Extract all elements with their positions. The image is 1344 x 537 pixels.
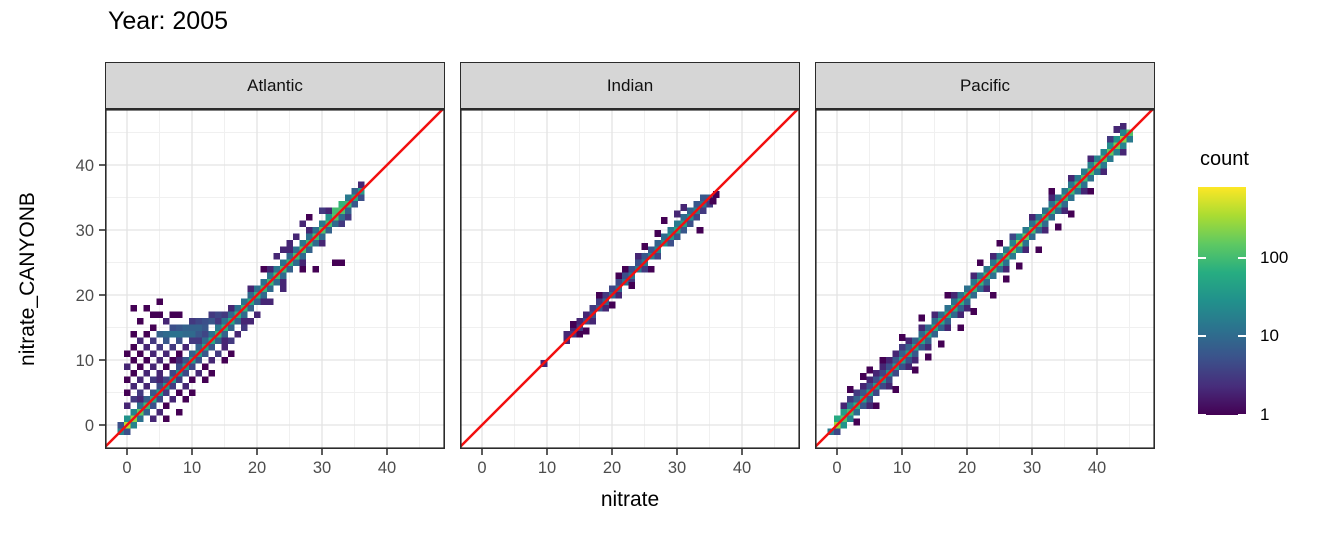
svg-text:10: 10 [893, 459, 911, 477]
facet-strip-label: Pacific [959, 75, 1011, 95]
svg-text:20: 20 [248, 459, 266, 477]
legend-tick-mark [1238, 256, 1246, 259]
legend-title: count [1200, 148, 1249, 170]
facet-atlantic: Atlantic 0 10 20 30 40 [105, 62, 445, 479]
svg-text:0: 0 [122, 459, 131, 477]
legend-tick-mark [1238, 414, 1246, 416]
legend-tick-mark [1198, 335, 1206, 338]
y-axis-ticks: 0 10 20 30 40 [76, 157, 105, 435]
facet-strip-label: Indian [606, 75, 654, 95]
svg-text:40: 40 [378, 459, 396, 477]
svg-text:40: 40 [76, 157, 94, 175]
facet-strip-atlantic: Atlantic [105, 62, 445, 109]
svg-text:10: 10 [183, 459, 201, 477]
panel-atlantic [105, 109, 445, 449]
legend: count 100 10 1 [1198, 148, 1344, 424]
svg-text:20: 20 [958, 459, 976, 477]
svg-text:30: 30 [313, 459, 331, 477]
x-axis-ticks-atlantic: 0 10 20 30 40 [122, 449, 396, 477]
panel-pacific [815, 109, 1155, 449]
legend-tick-value: 10 [1260, 326, 1279, 346]
y-axis-title: nitrate_CANYONB [16, 192, 39, 366]
legend-tick-mark [1198, 414, 1206, 416]
legend-tick-value: 100 [1260, 247, 1289, 267]
svg-text:10: 10 [76, 352, 94, 370]
svg-text:10: 10 [538, 459, 556, 477]
legend-tick-mark [1198, 256, 1206, 259]
legend-tick-mark [1238, 335, 1246, 338]
svg-text:30: 30 [1023, 459, 1041, 477]
legend-tick-value: 1 [1260, 405, 1270, 424]
facet-pacific: Pacific 0 10 20 30 40 [815, 62, 1155, 479]
facet-strip-pacific: Pacific [815, 62, 1155, 109]
panel-indian [460, 109, 800, 449]
x-axis-title: nitrate [600, 488, 660, 511]
x-axis-ticks-indian: 0 10 20 30 40 [477, 449, 751, 477]
facet-strip-label: Atlantic [247, 75, 303, 95]
facet-strip-indian: Indian [460, 62, 800, 109]
svg-text:30: 30 [668, 459, 686, 477]
facet-indian: Indian 0 10 20 30 40 [460, 62, 800, 479]
svg-text:30: 30 [76, 222, 94, 240]
svg-text:40: 40 [733, 459, 751, 477]
svg-text:20: 20 [603, 459, 621, 477]
legend-colorbar [1198, 187, 1246, 415]
plot-title: Year: 2005 [108, 7, 229, 35]
svg-text:0: 0 [85, 417, 94, 435]
svg-text:0: 0 [832, 459, 841, 477]
x-axis-ticks-pacific: 0 10 20 30 40 [832, 449, 1106, 477]
svg-text:20: 20 [76, 287, 94, 305]
svg-text:0: 0 [477, 459, 486, 477]
svg-text:40: 40 [1088, 459, 1106, 477]
